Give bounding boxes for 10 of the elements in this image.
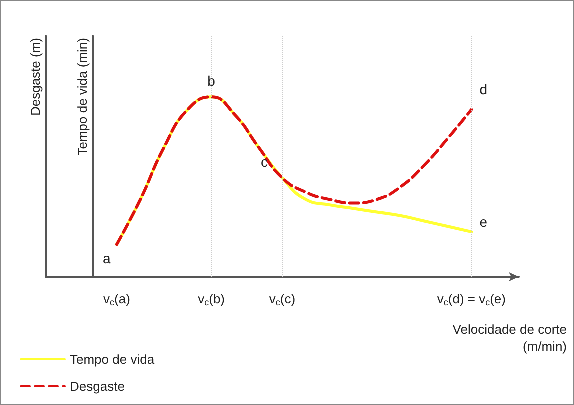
legend-label: Tempo de vida bbox=[70, 352, 156, 367]
legend-label: Desgaste bbox=[70, 379, 125, 394]
annotation: e bbox=[480, 214, 488, 230]
annotation: b bbox=[208, 73, 216, 90]
x-axis-title: Velocidade de corte (m/min) bbox=[452, 322, 567, 354]
y-axis-title: Desgaste (m) bbox=[28, 38, 43, 116]
annotation: a bbox=[103, 250, 112, 267]
y2-axis-title: Tempo de vida (min) bbox=[75, 38, 90, 156]
annotation: c bbox=[261, 154, 268, 170]
annotation: d bbox=[480, 82, 488, 98]
